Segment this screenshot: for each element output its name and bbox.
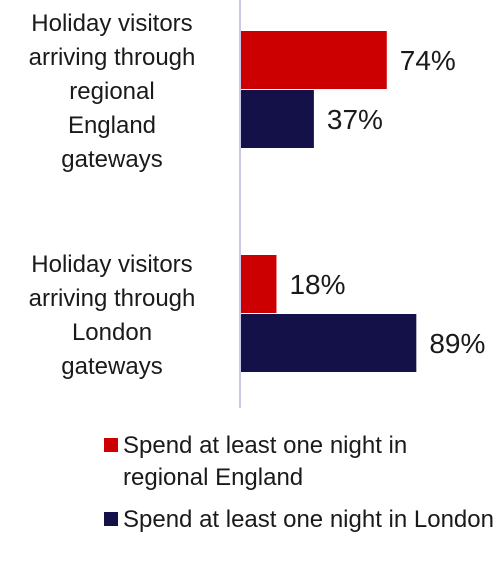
category-label-line: gateways bbox=[61, 146, 162, 173]
legend-label-london: Spend at least one night in London bbox=[123, 506, 494, 533]
legend-swatch-regional-england bbox=[104, 438, 118, 452]
category-label-line: Holiday visitors bbox=[31, 10, 192, 37]
category-label-0: Holiday visitors arriving through regional… bbox=[29, 10, 196, 173]
category-label-line: arriving through bbox=[29, 44, 196, 71]
legend-label-regional-england: Spend at least one night in regional Eng… bbox=[123, 432, 408, 491]
category-label-line: regional bbox=[69, 78, 154, 105]
legend-item-regional-england: Spend at least one night in regional Eng… bbox=[104, 430, 494, 494]
bar-series1-cat1 bbox=[241, 314, 417, 372]
data-label-series1-cat0: 37% bbox=[327, 104, 383, 135]
category-label-line: Holiday visitors bbox=[31, 251, 192, 278]
bar-series1-cat0 bbox=[241, 90, 314, 148]
legend: Spend at least one night in regional Eng… bbox=[104, 430, 494, 546]
bar-chart: Holiday visitors arriving through regional… bbox=[29, 0, 485, 408]
bar-series0-cat0 bbox=[241, 31, 387, 89]
data-label-series1-cat1: 89% bbox=[429, 328, 485, 359]
category-label-line: England bbox=[68, 112, 156, 139]
bar-series0-cat1 bbox=[241, 255, 277, 313]
category-label-line: London bbox=[72, 319, 152, 346]
legend-item-london: Spend at least one night in London bbox=[104, 504, 494, 536]
data-label-series0-cat1: 18% bbox=[289, 269, 345, 300]
category-label-1: Holiday visitors arriving through London ga… bbox=[29, 251, 196, 380]
legend-swatch-london bbox=[104, 512, 118, 526]
category-label-line: gateways bbox=[61, 353, 162, 380]
data-label-series0-cat0: 74% bbox=[400, 45, 456, 76]
category-label-line: arriving through bbox=[29, 285, 196, 312]
